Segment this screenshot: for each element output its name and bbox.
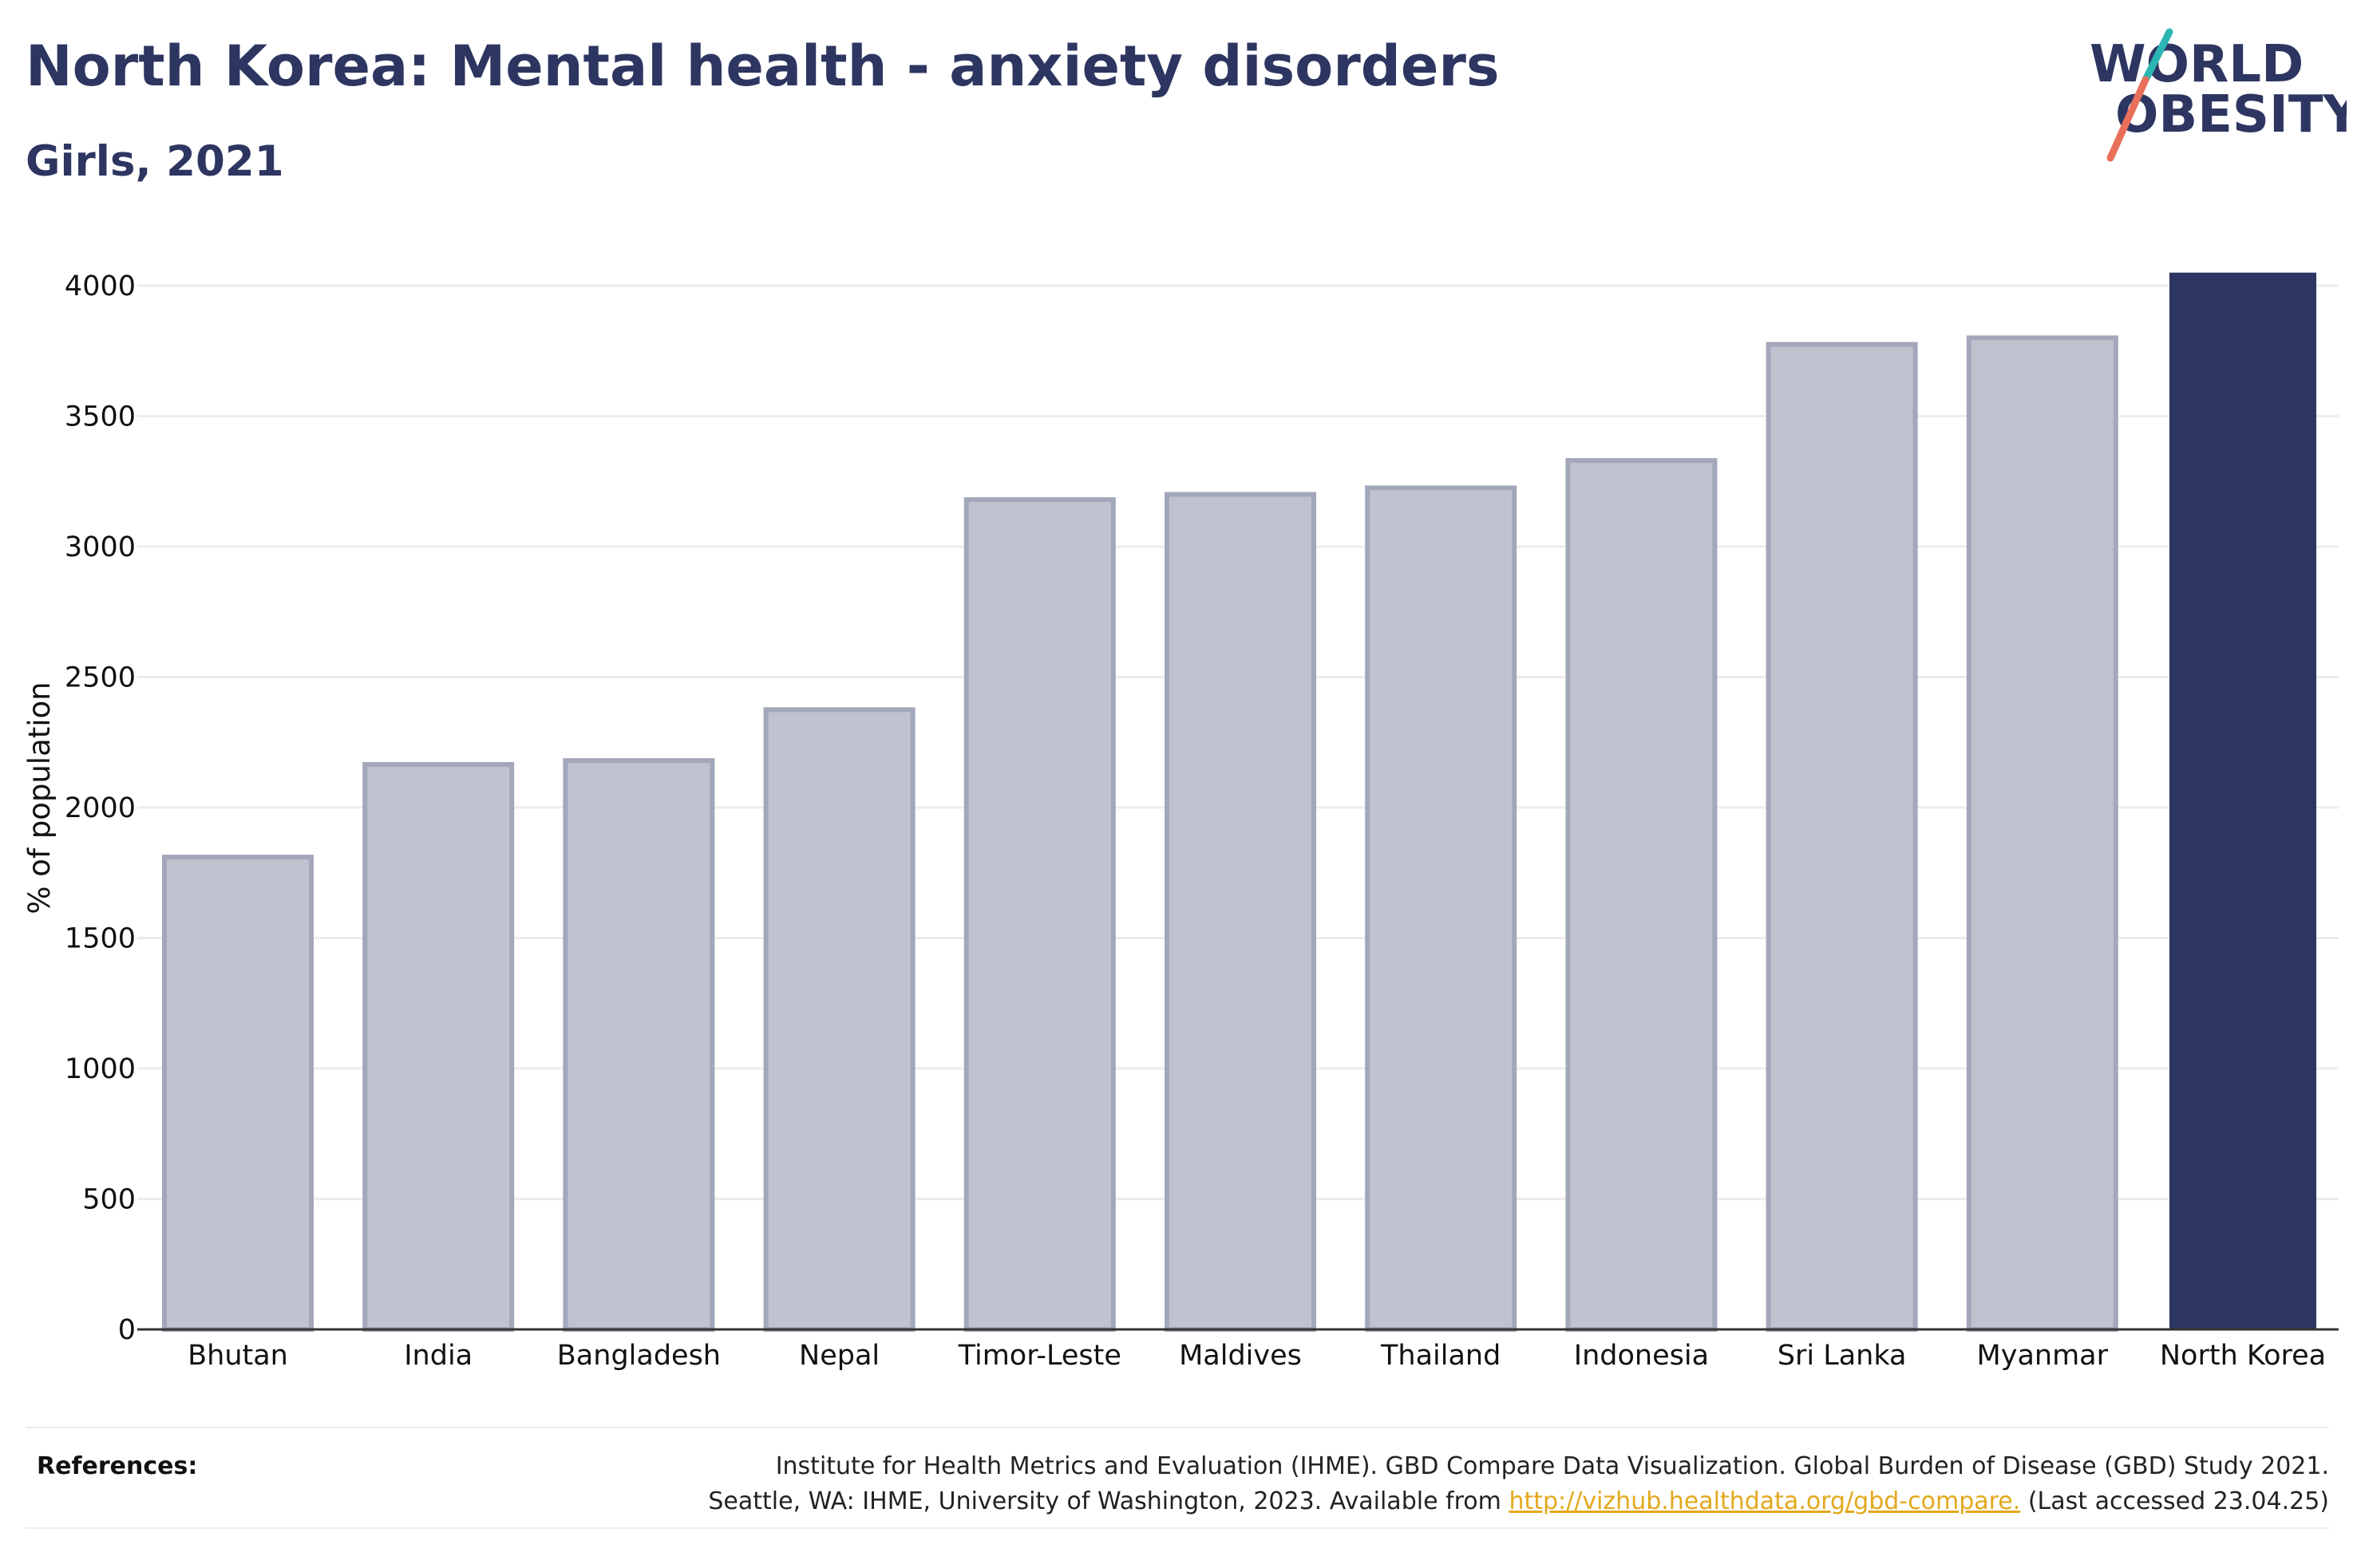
y-tick-label: 3500 xyxy=(65,401,136,433)
y-axis-ticks: 0 500 1000 1500 2000 2500 3000 3500 4000 xyxy=(65,271,136,1346)
logo-slash-teal xyxy=(2142,28,2173,84)
bar-sri-lanka xyxy=(1766,342,1918,1333)
y-tick-label: 4000 xyxy=(65,271,136,302)
bar-thailand xyxy=(1365,485,1517,1332)
references-line-2-suffix: (Last accessed 23.04.25) xyxy=(2027,1487,2329,1515)
x-tick-label: North Korea xyxy=(2160,1340,2326,1372)
y-axis-label: % of population xyxy=(22,681,57,914)
x-tick-label: Bangladesh xyxy=(557,1340,721,1372)
bar-maldives xyxy=(1165,492,1316,1332)
bar-nepal xyxy=(763,707,916,1332)
logo-line-world: WORLD xyxy=(2090,35,2304,94)
chart-title: North Korea: Mental health - anxiety dis… xyxy=(26,34,1500,99)
bar-bhutan xyxy=(162,855,314,1332)
x-tick-label: Maldives xyxy=(1179,1340,1302,1372)
bar-myanmar xyxy=(1966,335,2118,1332)
x-tick-label: Timor-Leste xyxy=(958,1340,1121,1372)
world-obesity-logo: WORLD OBESITY xyxy=(2090,28,2347,162)
bar-north-korea xyxy=(2169,272,2316,1329)
y-tick-label: 500 xyxy=(82,1184,136,1216)
x-tick-label: Myanmar xyxy=(1977,1340,2109,1372)
y-tick-label: 2500 xyxy=(65,662,136,694)
bar-timor-leste xyxy=(963,497,1116,1332)
chart-subtitle: Girls, 2021 xyxy=(26,137,284,186)
x-tick-label: Nepal xyxy=(799,1340,880,1372)
references-section: References: Institute for Health Metrics… xyxy=(26,1427,2329,1529)
bar-india xyxy=(362,762,515,1332)
x-tick-label: Indonesia xyxy=(1574,1340,1709,1372)
x-axis-ticks: Bhutan India Bangladesh Nepal Timor-Leste Mal… xyxy=(188,1340,2326,1372)
bar-indonesia xyxy=(1565,458,1718,1333)
references-label: References: xyxy=(37,1452,198,1480)
x-tick-label: Sri Lanka xyxy=(1778,1340,1907,1372)
references-line-2: Seattle, WA: IHME, University of Washing… xyxy=(708,1484,2329,1519)
references-line-1: Institute for Health Metrics and Evaluat… xyxy=(775,1452,2329,1480)
y-tick-label: 2000 xyxy=(65,792,136,824)
logo-line-obesity: OBESITY xyxy=(2115,85,2347,144)
x-tick-label: India xyxy=(404,1340,473,1372)
references-link[interactable]: http://vizhub.healthdata.org/gbd-compare… xyxy=(1509,1487,2021,1515)
references-text: Institute for Health Metrics and Evaluat… xyxy=(708,1449,2329,1519)
x-tick-label: Thailand xyxy=(1380,1340,1501,1372)
x-tick-label: Bhutan xyxy=(188,1340,288,1372)
y-tick-label: 3000 xyxy=(65,531,136,563)
bar-bangladesh xyxy=(563,758,715,1332)
y-tick-label: 1500 xyxy=(65,923,136,955)
references-line-2-prefix: Seattle, WA: IHME, University of Washing… xyxy=(708,1487,1501,1515)
bar-chart: 0 500 1000 1500 2000 2500 3000 3500 4000 Bhutan I… xyxy=(22,271,2339,1372)
y-tick-label: 1000 xyxy=(65,1053,136,1085)
logo-slash-coral xyxy=(2106,76,2149,162)
bars xyxy=(162,272,2316,1333)
y-tick-label: 0 xyxy=(118,1314,136,1346)
